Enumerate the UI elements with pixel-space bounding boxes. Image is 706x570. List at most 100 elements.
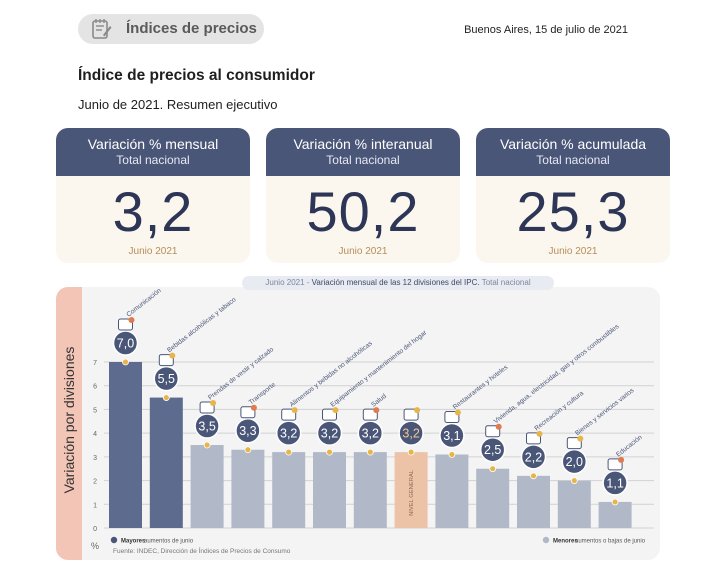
notepad-icon bbox=[92, 19, 112, 39]
page-title: Índice de precios al consumidor bbox=[78, 67, 315, 84]
legend-swatch-low bbox=[542, 536, 550, 544]
card-value: 3,2 bbox=[112, 180, 194, 243]
category-label: NIVEL GENERAL bbox=[409, 469, 415, 516]
category-label: Recreación y cultura bbox=[533, 390, 585, 433]
clothing-icon bbox=[199, 401, 215, 414]
value-bubble bbox=[194, 413, 220, 439]
category-label: Alimentos y bebidas no alcohólicas bbox=[289, 340, 375, 409]
phone-icon bbox=[118, 318, 133, 331]
restaurant-icon-accent bbox=[454, 409, 461, 416]
bar-12 bbox=[598, 501, 632, 528]
basket-icon-accent bbox=[414, 407, 421, 414]
bar-top-marker bbox=[162, 394, 170, 401]
card-subtitle: Total nacional bbox=[326, 153, 400, 167]
bar-top-marker bbox=[122, 358, 129, 366]
source-note: Fuente: INDEC, Dirección de Índices de P… bbox=[113, 546, 291, 555]
card-title: Variación % interanual bbox=[293, 136, 433, 152]
y-tick-label: 2 bbox=[93, 479, 97, 486]
car-icon-accent bbox=[250, 404, 257, 411]
bar-top-marker bbox=[203, 441, 211, 449]
bar-top-marker bbox=[448, 451, 456, 458]
bulb-icon-accent bbox=[495, 423, 502, 430]
value-bubble bbox=[235, 417, 261, 444]
mask-icon-accent bbox=[536, 430, 543, 437]
bottle-icon-accent bbox=[169, 352, 176, 359]
legend-detail-high: aumentos de junio bbox=[144, 539, 194, 545]
bar-2 bbox=[190, 445, 224, 528]
card-header: Variación % acumulada Total nacional bbox=[476, 128, 670, 176]
value-label: 3,3 bbox=[239, 424, 256, 438]
badge-label: Índices de precios bbox=[126, 20, 257, 37]
legend-label-high: Mayores bbox=[121, 539, 146, 545]
value-label: 2,2 bbox=[525, 450, 542, 464]
value-bubble bbox=[602, 470, 628, 496]
category-label: Salud bbox=[370, 393, 388, 409]
value-bubble bbox=[561, 448, 588, 475]
bar-top-marker bbox=[611, 498, 619, 506]
value-label: 3,2 bbox=[280, 427, 297, 441]
report-date: Buenos Aires, 15 de julio de 2021 bbox=[464, 24, 628, 36]
bar-5 bbox=[313, 452, 346, 528]
bar-7 bbox=[394, 452, 428, 528]
value-label: 3,2 bbox=[321, 427, 338, 441]
bar-9 bbox=[476, 468, 510, 528]
value-label: 3,1 bbox=[443, 429, 460, 443]
legend-label-low: Menores bbox=[553, 539, 578, 545]
car-icon bbox=[240, 406, 256, 419]
value-bubble bbox=[520, 444, 547, 470]
card-period: Junio 2021 bbox=[128, 246, 178, 257]
legend-detail-low: aumentos o bajas de junio bbox=[575, 539, 646, 545]
y-tick-label: 4 bbox=[93, 431, 97, 438]
bar-top-marker bbox=[366, 448, 374, 456]
card-value: 25,3 bbox=[516, 180, 630, 243]
card-period: Junio 2021 bbox=[548, 246, 598, 257]
value-bubble bbox=[275, 420, 302, 446]
bulb-icon bbox=[485, 425, 501, 438]
value-label: 1,1 bbox=[606, 476, 623, 490]
category-label: Restaurantes y hoteles bbox=[452, 364, 510, 411]
category-label: Transporte bbox=[248, 381, 278, 406]
scissors-icon-accent bbox=[577, 435, 584, 442]
health-cross-icon-accent bbox=[373, 407, 380, 414]
card-subtitle: Total nacional bbox=[116, 153, 190, 167]
value-label: 5,5 bbox=[158, 372, 175, 386]
fruit-icon-accent bbox=[291, 407, 298, 414]
value-bubble bbox=[479, 436, 506, 463]
value-label: 2,0 bbox=[566, 455, 583, 469]
value-label: 3,2 bbox=[362, 427, 379, 441]
value-bubble bbox=[153, 365, 180, 392]
chart-caption: Junio 2021 - Variación mensual de las 12… bbox=[242, 276, 554, 290]
restaurant-icon bbox=[444, 410, 460, 423]
books-icon-accent bbox=[618, 456, 625, 463]
bar-4 bbox=[272, 452, 306, 528]
mask-icon bbox=[526, 432, 541, 445]
scissors-icon bbox=[566, 437, 582, 450]
card-header: Variación % interanual Total nacional bbox=[266, 128, 460, 176]
bar-6 bbox=[353, 452, 387, 528]
y-axis-band bbox=[56, 287, 82, 560]
bar-10 bbox=[517, 475, 550, 528]
value-bubble bbox=[112, 330, 139, 356]
category-label: Bebidas alcohólicas y tabaco bbox=[166, 296, 238, 354]
health-cross-icon bbox=[362, 408, 378, 421]
house-icon-accent bbox=[332, 407, 339, 414]
card-title: Variación % mensual bbox=[87, 136, 219, 152]
caption-description: Variación mensual de las 12 divisiones d… bbox=[311, 278, 480, 287]
value-bubble bbox=[398, 420, 424, 446]
value-label: 3,2 bbox=[402, 427, 419, 441]
y-tick-label: 3 bbox=[93, 455, 97, 462]
value-label: 7,0 bbox=[117, 337, 134, 351]
bar-0 bbox=[109, 362, 142, 528]
value-bubble bbox=[439, 422, 465, 449]
card-yearly: Variación % interanual Total nacional 50… bbox=[266, 128, 460, 263]
bar-top-marker bbox=[244, 446, 252, 454]
bar-top-marker bbox=[285, 448, 293, 456]
clothing-icon-accent bbox=[210, 400, 217, 406]
y-tick-label: 6 bbox=[93, 384, 97, 391]
value-label: 3,5 bbox=[198, 420, 215, 434]
caption-period: Junio 2021 bbox=[265, 278, 305, 287]
card-accumulated: Variación % acumulada Total nacional 25,… bbox=[476, 128, 670, 263]
caption-separator: - bbox=[304, 278, 312, 287]
bar-top-marker bbox=[326, 448, 333, 456]
